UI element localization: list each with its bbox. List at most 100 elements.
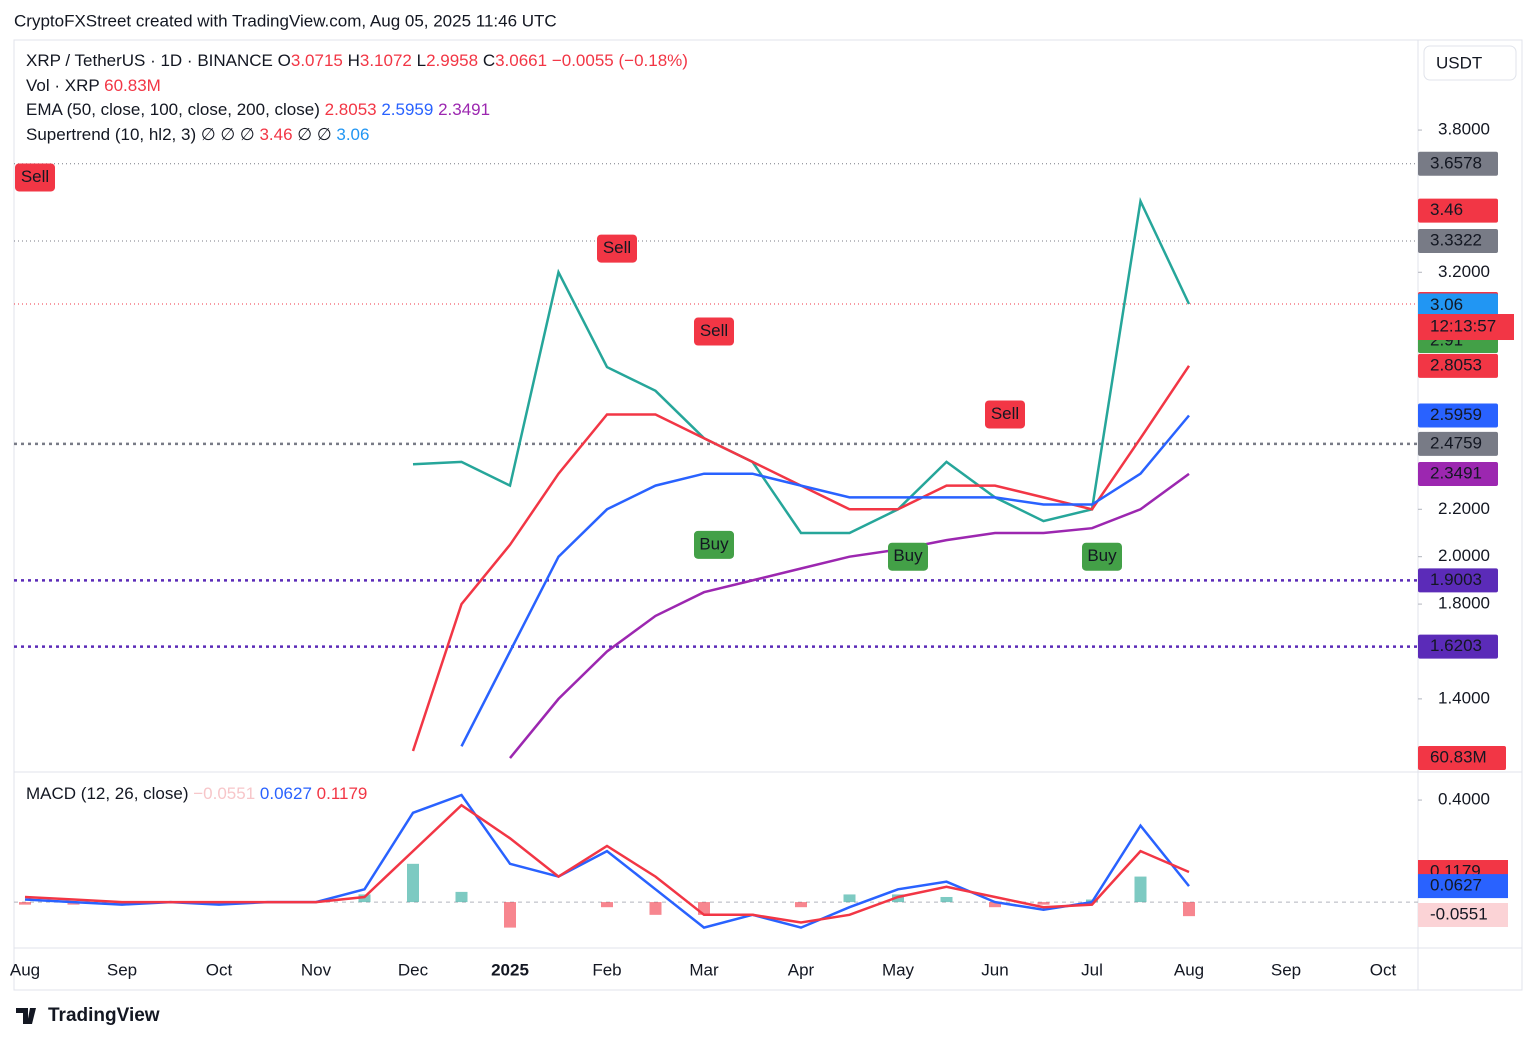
histogram-bar	[1037, 902, 1050, 905]
signal-badge	[15, 163, 55, 192]
macd-label: -0.0551	[1430, 904, 1488, 923]
currency: USDT	[1436, 53, 1482, 72]
series-line	[24, 803, 1190, 924]
signal-badge	[1082, 542, 1122, 571]
vol: Vol · XRP	[26, 76, 99, 95]
countdown-bg	[1418, 314, 1514, 341]
c-key: C	[483, 51, 495, 70]
x-tick-label: Oct	[206, 960, 233, 979]
histogram-bar	[19, 902, 31, 905]
volume-label-bg	[1418, 746, 1506, 770]
histogram-bar	[455, 891, 468, 903]
price-label-bg	[1418, 568, 1498, 593]
histogram-bar	[843, 894, 856, 903]
price-label: 3.46	[1430, 200, 1463, 219]
c: 3.0661	[495, 51, 547, 70]
o-key: O	[278, 51, 291, 70]
price-label-bg	[1418, 461, 1498, 486]
symbol: XRP / TetherUS · 1D · BINANCE	[26, 51, 273, 70]
signal-label: Buy	[1087, 546, 1117, 565]
st-down: 3.06	[336, 125, 369, 144]
frame	[13, 39, 1523, 991]
price-label: 2.4759	[1430, 433, 1482, 452]
histogram-bar	[67, 902, 80, 905]
st-empty2: ∅ ∅	[297, 125, 331, 144]
macd: MACD (12, 26, close)	[26, 784, 189, 803]
x-tick-label: Aug	[1174, 960, 1204, 979]
histogram-bar	[358, 894, 371, 903]
y-tick-label: 3.2000	[1438, 262, 1490, 281]
series-line	[412, 196, 1191, 535]
signal-label: Buy	[699, 534, 729, 553]
macd-label-bg	[1418, 903, 1508, 927]
legend-vol: Vol · XRP 60.83M	[26, 76, 161, 95]
o: 3.0715	[291, 51, 343, 70]
x-tick-label: Feb	[592, 960, 621, 979]
price-label: 3.3322	[1430, 230, 1482, 249]
signal-label: Sell	[700, 321, 728, 340]
brand-logo	[16, 1008, 36, 1024]
y-tick-label: 2.2000	[1438, 499, 1490, 518]
vol-value: 60.83M	[104, 76, 161, 95]
signal-label: Sell	[603, 238, 631, 257]
h: 3.1072	[360, 51, 412, 70]
macd-line: 0.0627	[260, 784, 312, 803]
histogram-bar	[795, 902, 807, 908]
price-label-bg	[1418, 403, 1498, 428]
legend-ema: EMA (50, close, 100, close, 200, close) …	[26, 100, 490, 119]
macd-signal: 0.1179	[317, 784, 368, 803]
price-label: 1.6203	[1430, 636, 1482, 655]
x-tick-label: Apr	[788, 960, 815, 979]
y-tick-label: 1.8000	[1438, 594, 1490, 613]
series-line	[460, 414, 1190, 747]
price-label: 3.06	[1430, 295, 1463, 314]
ema50: 2.8053	[325, 100, 377, 119]
credit: CryptoFXStreet created with TradingView.…	[14, 11, 557, 30]
histogram-bar	[407, 863, 419, 903]
series-line	[509, 472, 1190, 759]
x-tick-label: Nov	[301, 960, 332, 979]
series-line	[24, 793, 1190, 929]
price-label: 2.3491	[1430, 463, 1482, 482]
x-tick-label: Oct	[1370, 960, 1397, 979]
signal-badge	[694, 317, 734, 346]
signal-badge	[694, 530, 734, 559]
x-tick-label: Aug	[10, 960, 40, 979]
price-label-bg	[1418, 634, 1498, 659]
y-tick-label: 1.4000	[1438, 688, 1490, 707]
st-empty: ∅ ∅ ∅	[201, 125, 255, 144]
histogram-bar	[940, 896, 953, 903]
histogram-bar	[649, 902, 662, 915]
signal-badge	[597, 234, 637, 263]
ema: EMA (50, close, 100, close, 200, close)	[26, 100, 320, 119]
macd-hist: −0.0551	[193, 784, 255, 803]
st-up: 3.46	[259, 125, 292, 144]
supertrend: Supertrend (10, hl2, 3)	[26, 125, 196, 144]
signal-label: Sell	[21, 167, 49, 186]
price-label-bg	[1418, 151, 1498, 176]
legend-symbol: XRP / TetherUS · 1D · BINANCE O3.0715 H3…	[26, 51, 688, 70]
macd-label-bg	[1418, 874, 1508, 899]
signal-label: Buy	[893, 546, 923, 565]
volume-label: 60.83M	[1430, 747, 1487, 766]
change: −0.0055 (−0.18%)	[552, 51, 688, 70]
histogram-bar	[989, 902, 1001, 908]
x-tick-label: Mar	[689, 960, 719, 979]
legend-supertrend: Supertrend (10, hl2, 3) ∅ ∅ ∅ 3.46 ∅ ∅ 3…	[26, 125, 369, 144]
l: 2.9958	[426, 51, 478, 70]
signal-badge	[888, 542, 928, 571]
signal-label: Sell	[991, 404, 1019, 423]
histogram-bar	[504, 902, 516, 928]
price-label-bg	[1418, 198, 1498, 223]
x-tick-label: May	[882, 960, 915, 979]
currency-button[interactable]	[1423, 45, 1517, 81]
x-tick-label: Sep	[1271, 960, 1301, 979]
brand: TradingView	[48, 1005, 160, 1026]
histogram-bar	[1134, 876, 1147, 903]
y-tick-label: 2.0000	[1438, 546, 1490, 565]
ema200: 2.3491	[438, 100, 490, 119]
price-label-bg	[1418, 353, 1498, 378]
price-label: 1.9003	[1430, 570, 1482, 589]
x-tick-label: Dec	[398, 960, 429, 979]
